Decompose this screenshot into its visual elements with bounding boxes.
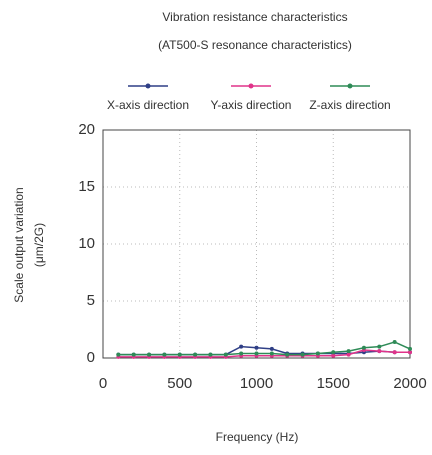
data-point [269, 346, 274, 351]
legend-marker [248, 83, 254, 89]
y-axis-label: (μm/2G) [32, 223, 46, 267]
y-tick-label: 10 [78, 235, 95, 252]
data-point [408, 346, 412, 351]
data-point [300, 352, 305, 357]
x-tick-label: 1000 [240, 375, 273, 392]
data-point [269, 351, 274, 356]
data-point [361, 345, 366, 350]
series-line [118, 341, 411, 356]
legend-label: Z-axis direction [309, 98, 390, 112]
legend-label: Y-axis direction [211, 98, 292, 112]
data-point [208, 352, 213, 357]
y-tick-label: 0 [87, 349, 95, 366]
y-tick-label: 20 [78, 121, 95, 138]
data-point [346, 352, 351, 357]
data-point [285, 352, 290, 357]
data-point [223, 352, 228, 357]
x-tick-label: 0 [99, 375, 107, 392]
y-tick-label: 5 [87, 292, 95, 309]
legend-marker [347, 83, 353, 89]
data-point [392, 340, 397, 345]
data-point [147, 352, 152, 357]
data-point [254, 345, 259, 350]
data-point [239, 344, 244, 349]
data-point [331, 353, 336, 358]
legend-marker [145, 83, 151, 89]
data-point [392, 350, 397, 355]
data-point [239, 351, 244, 356]
data-point [193, 352, 198, 357]
data-point [346, 349, 351, 354]
y-axis-label: Scale output variation [12, 187, 26, 302]
data-point [377, 349, 382, 354]
data-point [315, 351, 320, 356]
data-point [377, 344, 382, 349]
series-line [118, 349, 410, 358]
data-point [254, 351, 259, 356]
chart-subtitle: (AT500-S resonance characteristics) [158, 38, 352, 52]
data-point [131, 352, 136, 357]
data-point [116, 352, 121, 357]
x-tick-label: 1500 [317, 375, 350, 392]
data-point [408, 350, 412, 355]
legend-label: X-axis direction [107, 98, 189, 112]
data-point [331, 350, 336, 355]
plot-frame [102, 129, 411, 359]
data-point [162, 352, 167, 357]
y-tick-label: 15 [78, 178, 95, 195]
x-tick-label: 500 [167, 375, 192, 392]
x-axis-label: Frequency (Hz) [216, 430, 299, 444]
x-tick-label: 2000 [393, 375, 426, 392]
chart-title: Vibration resistance characteristics [162, 10, 347, 24]
data-point [177, 352, 182, 357]
